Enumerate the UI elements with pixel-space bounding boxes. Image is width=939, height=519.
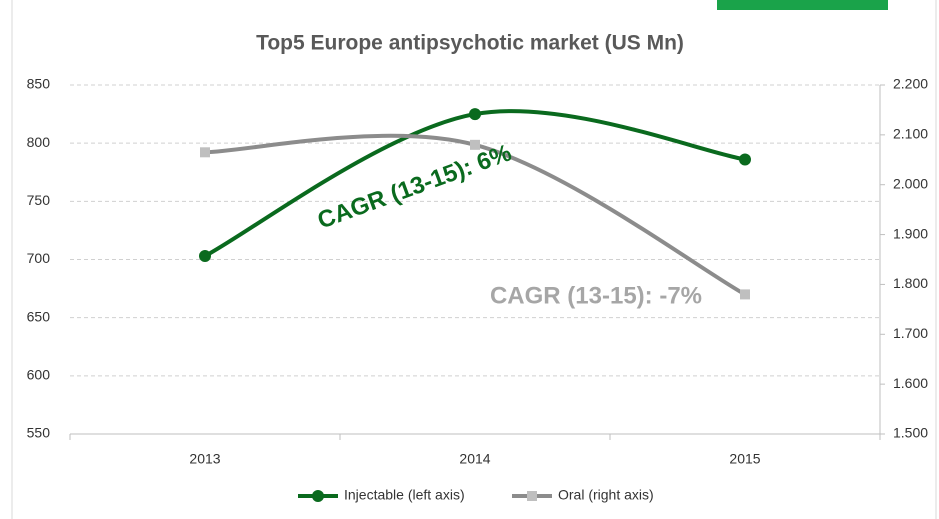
y2-tick-label: 1.600 [893, 375, 928, 391]
y-tick-label: 800 [27, 134, 51, 150]
chart-title: Top5 Europe antipsychotic market (US Mn) [256, 32, 684, 55]
header-bar [717, 0, 888, 10]
y2-tick-label: 2.000 [893, 175, 928, 191]
y2-tick-label: 2.200 [893, 76, 928, 92]
marker [740, 289, 750, 300]
y2-tick-label: 1.500 [893, 425, 928, 441]
y2-tick-label: 2.100 [893, 126, 928, 142]
y2-tick-label: 1.900 [893, 225, 928, 241]
y-tick-label: 700 [27, 250, 51, 266]
y-tick-label: 600 [27, 367, 51, 383]
y2-tick-label: 1.700 [893, 325, 928, 341]
marker [469, 108, 481, 121]
legend-label: Injectable (left axis) [344, 487, 465, 503]
marker [470, 139, 480, 150]
y2-tick-label: 1.800 [893, 275, 928, 291]
x-tick-label: 2015 [729, 451, 760, 467]
chart-frame [11, 0, 937, 519]
marker [200, 147, 210, 158]
y-tick-label: 850 [27, 76, 51, 92]
annotation: CAGR (13-15): -7% [490, 282, 702, 309]
y-tick-label: 650 [27, 308, 51, 324]
marker [739, 153, 751, 166]
legend-marker [312, 490, 324, 502]
marker [199, 250, 211, 263]
x-tick-label: 2013 [189, 451, 220, 467]
y-tick-label: 550 [27, 425, 51, 441]
x-tick-label: 2014 [459, 451, 490, 467]
legend-marker [527, 491, 537, 501]
y-tick-label: 750 [27, 192, 51, 208]
legend-label: Oral (right axis) [558, 487, 654, 503]
